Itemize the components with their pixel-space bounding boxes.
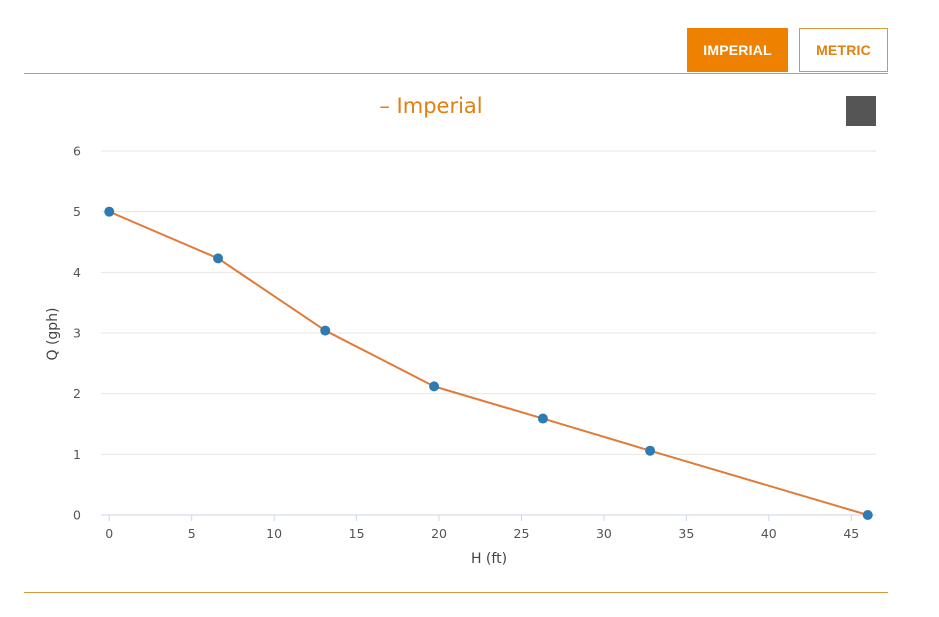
chart-title: – Imperial xyxy=(379,94,482,118)
bottom-divider xyxy=(24,592,888,593)
data-point[interactable] xyxy=(537,413,548,424)
x-tick-label: 40 xyxy=(761,526,777,541)
x-tick-label: 10 xyxy=(266,526,282,541)
y-axis-label: Q (gph) xyxy=(45,307,61,360)
y-tick-label: 0 xyxy=(73,508,81,523)
top-divider xyxy=(24,73,888,74)
y-tick-label: 3 xyxy=(73,326,81,341)
x-tick-label: 20 xyxy=(431,526,447,541)
metric-button[interactable]: METRIC xyxy=(799,28,888,72)
y-tick-label: 5 xyxy=(73,204,81,219)
y-tick-label: 1 xyxy=(73,447,81,462)
grid-lines xyxy=(101,150,876,516)
x-axis-ticks: 0 5 10 15 20 25 30 35 40 45 xyxy=(105,515,859,541)
x-tick-label: 25 xyxy=(514,526,530,541)
x-tick-label: 35 xyxy=(678,526,694,541)
y-axis-ticks: 0 1 2 3 4 5 6 xyxy=(73,144,81,523)
data-point[interactable] xyxy=(429,381,440,392)
data-point[interactable] xyxy=(104,206,115,217)
data-point[interactable] xyxy=(645,445,656,456)
x-tick-label: 0 xyxy=(105,526,113,541)
x-tick-label: 5 xyxy=(188,526,196,541)
series-layer xyxy=(104,206,873,520)
y-tick-label: 2 xyxy=(73,386,81,401)
imperial-button[interactable]: IMPERIAL xyxy=(687,28,788,72)
data-point[interactable] xyxy=(320,325,331,336)
x-tick-label: 30 xyxy=(596,526,612,541)
series-line xyxy=(108,210,869,516)
hamburger-menu-icon[interactable] xyxy=(846,96,876,126)
y-tick-label: 4 xyxy=(73,265,81,280)
data-point[interactable] xyxy=(213,253,224,264)
x-tick-label: 45 xyxy=(843,526,859,541)
data-point[interactable] xyxy=(862,510,873,520)
x-axis-label: H (ft) xyxy=(471,551,507,567)
y-tick-label: 6 xyxy=(73,144,81,159)
x-tick-label: 15 xyxy=(349,526,365,541)
